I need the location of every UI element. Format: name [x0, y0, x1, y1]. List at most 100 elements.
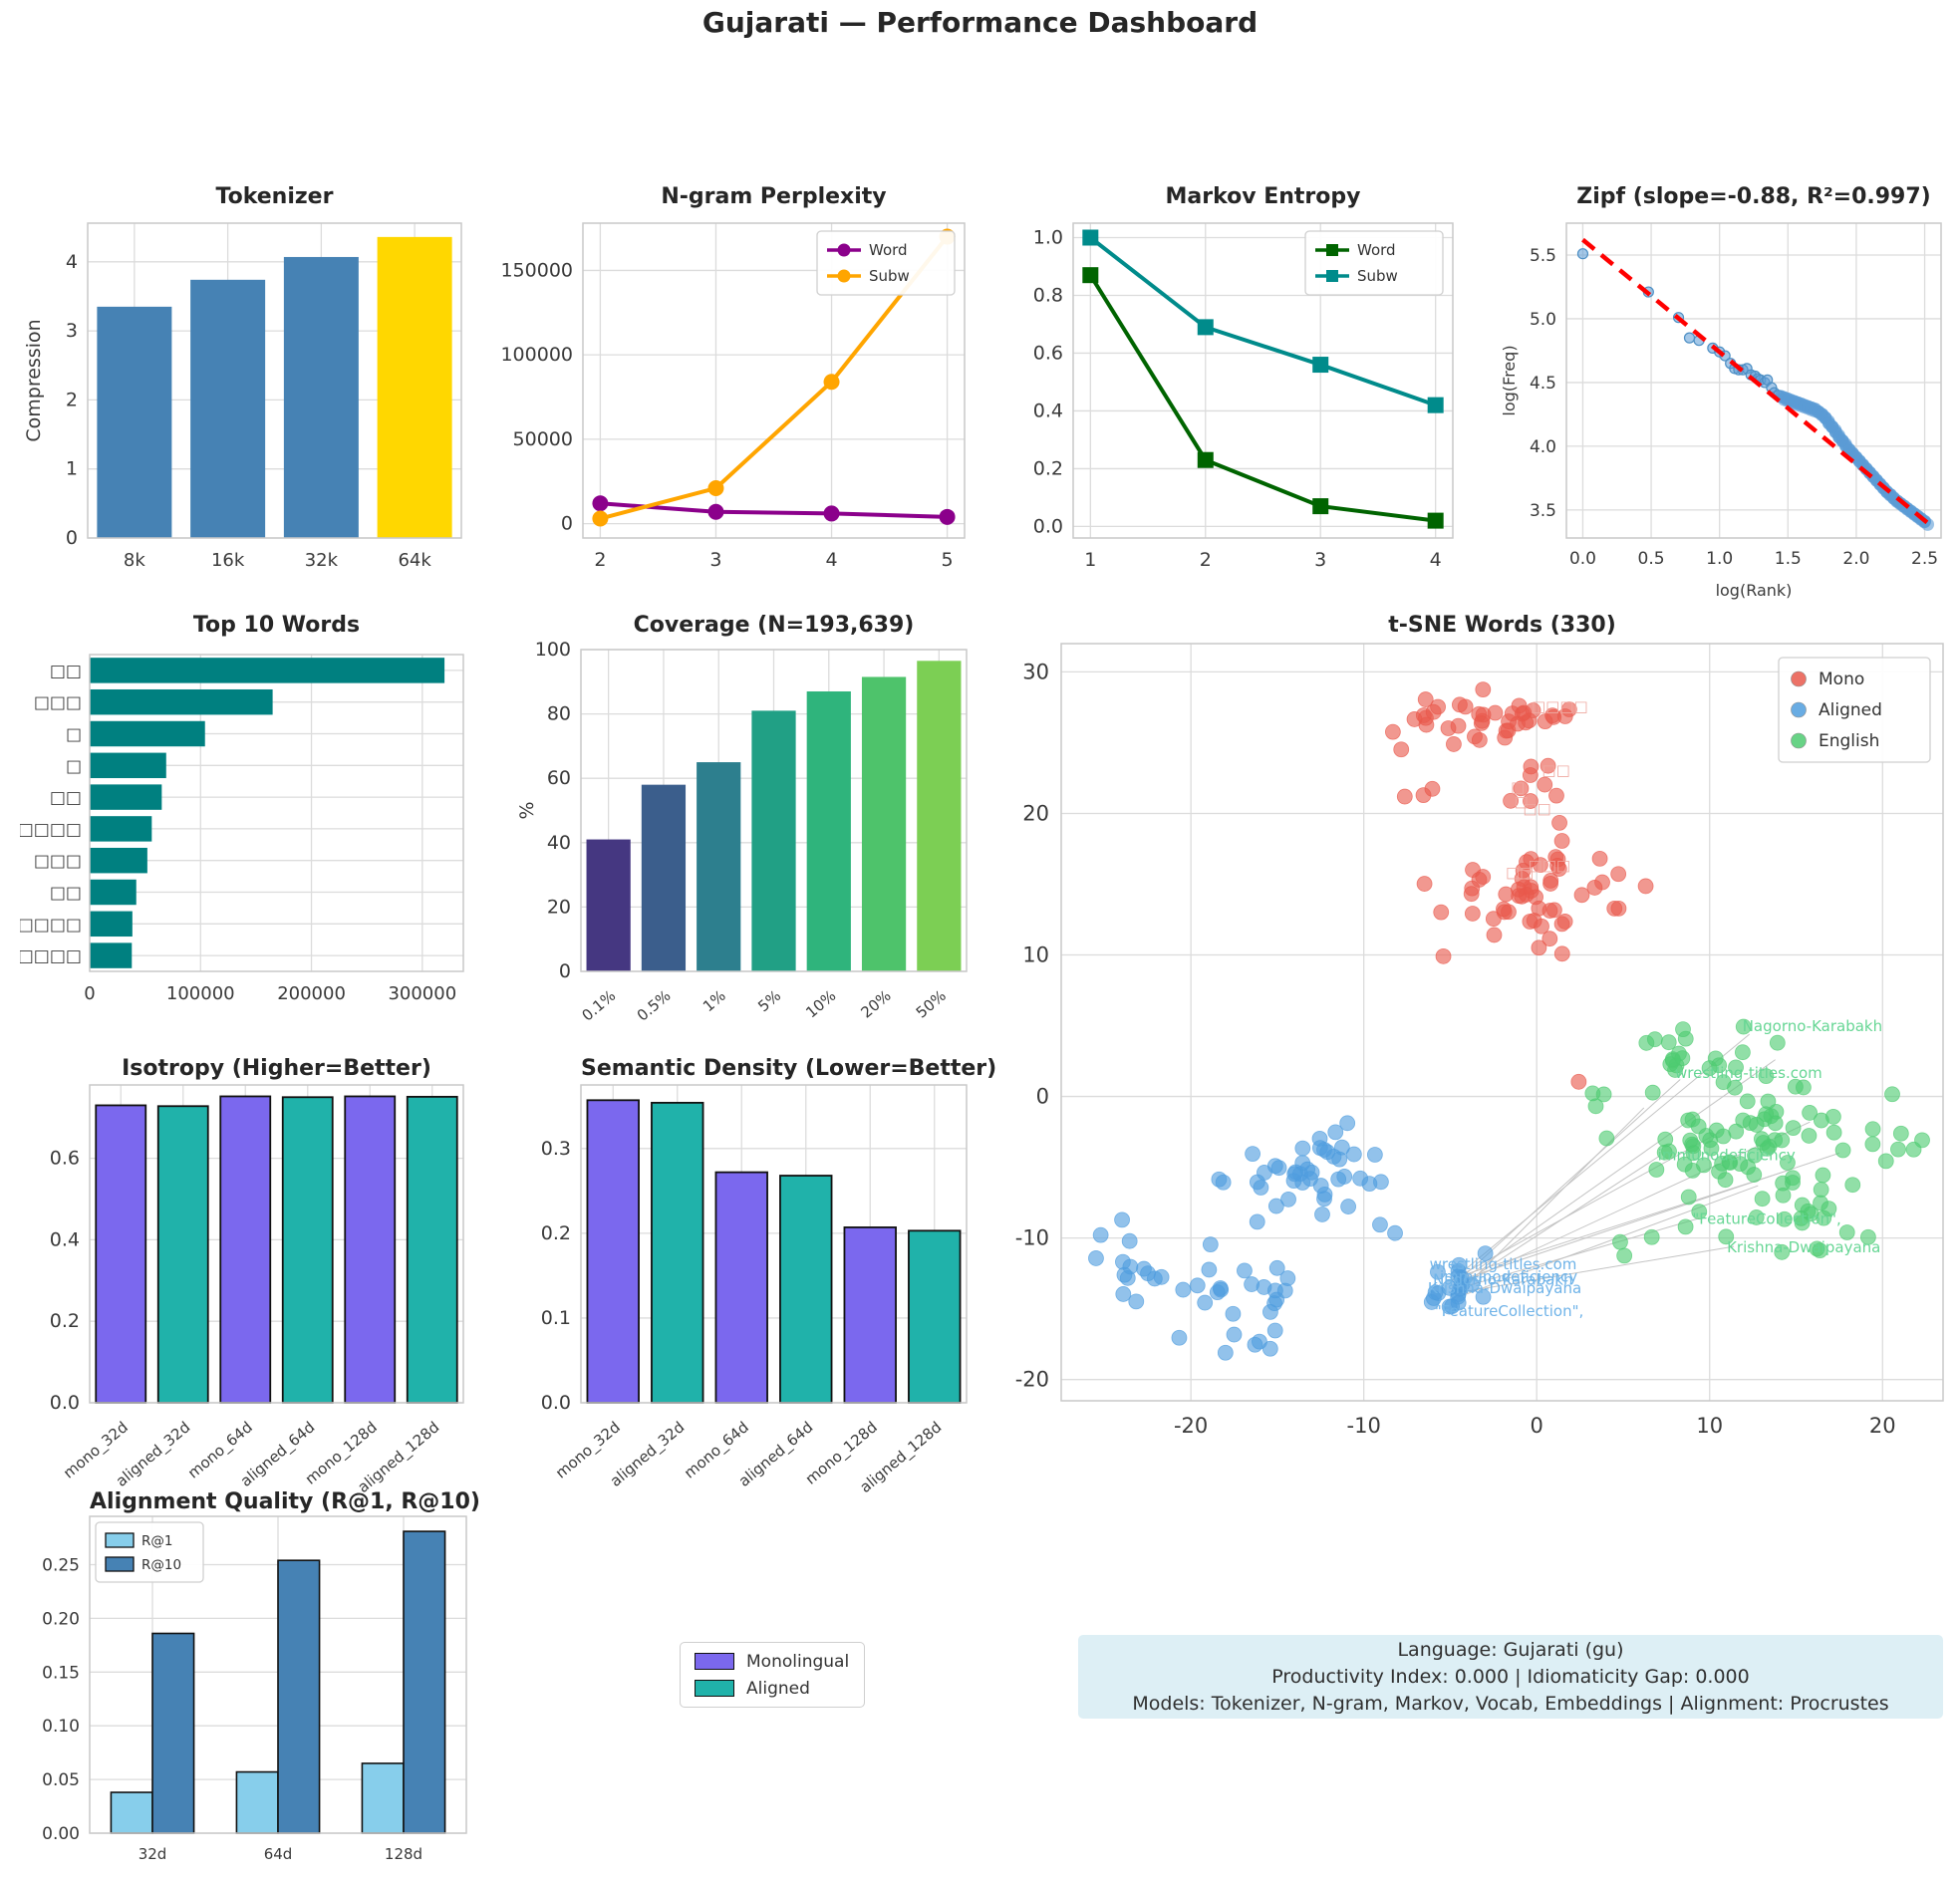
svg-text:1: 1: [1084, 549, 1096, 571]
svg-text:20: 20: [547, 896, 571, 918]
tsne-plot: □□□□□□□□□□□□□□□wrestling-titles.comimmun…: [1015, 643, 1944, 1438]
svg-text:40: 40: [547, 832, 571, 854]
aligned-swatch: [695, 1680, 734, 1697]
svg-text:□□□□: □□□□: [1532, 697, 1588, 715]
svg-text:2: 2: [66, 389, 78, 410]
chart-top-words-title: Top 10 Words: [192, 613, 361, 638]
svg-text:8k: 8k: [124, 550, 145, 571]
chart-coverage: Coverage (N=193,639) 0 20 40 60 80 100 0.1% 0.5…: [488, 613, 977, 1066]
svg-text:□□□: □□□: [34, 693, 82, 713]
svg-text:0: 0: [561, 513, 573, 535]
svg-text:0.3: 0.3: [541, 1138, 571, 1160]
svg-text:1.0: 1.0: [1706, 549, 1733, 569]
svg-text:wrestling-titles.com: wrestling-titles.com: [1675, 1064, 1822, 1082]
svg-text:□□□□□: □□□□□: [20, 820, 82, 840]
svg-text:Compression: Compression: [23, 319, 45, 441]
svg-text:0.5%: 0.5%: [634, 986, 675, 1024]
chart-alignment-quality-title: Alignment Quality (R@1, R@10): [90, 1489, 480, 1514]
page-title: Gujarati — Performance Dashboard: [701, 6, 1259, 39]
svg-text:64d: 64d: [264, 1845, 293, 1863]
svg-text:□□□□: □□□□: [20, 946, 82, 966]
svg-text:10: 10: [1696, 1414, 1723, 1438]
svg-text:□□: □□: [50, 788, 82, 808]
svg-text:1: 1: [66, 458, 78, 480]
svg-text:Krishna-Dwaipayana: Krishna-Dwaipayana: [1727, 1238, 1880, 1256]
svg-text:R@1: R@1: [141, 1533, 172, 1549]
svg-text:0.2: 0.2: [541, 1222, 571, 1244]
svg-text:0.6: 0.6: [1033, 342, 1063, 364]
coverage-plot: 0 20 40 60 80 100 0.1% 0.5% 1% 5% 10% 20% 50%%: [516, 639, 968, 1025]
svg-text:"FeatureCollection",: "FeatureCollection",: [1692, 1209, 1840, 1227]
svg-text:□□: □□: [1523, 799, 1550, 817]
chart-isotropy-title: Isotropy (Higher=Better): [122, 1056, 431, 1081]
svg-text:□: □: [1515, 792, 1529, 810]
svg-text:0.8: 0.8: [1033, 284, 1063, 306]
svg-text:4: 4: [825, 549, 837, 571]
legend-item-monolingual: Monolingual: [695, 1652, 864, 1672]
svg-text:%: %: [516, 801, 538, 819]
ngram-plot: 2 3 4 5 0 50000 100000 150000 Word Subw: [500, 222, 966, 571]
svg-text:English: English: [1819, 731, 1879, 751]
legend-item-aligned: Aligned: [695, 1679, 864, 1699]
svg-text:0.4: 0.4: [50, 1228, 80, 1250]
tokenizer-plot: 0 1 2 3 4 8k 16k 32k 64k Compression: [23, 222, 462, 571]
svg-text:□: □: [66, 725, 82, 745]
svg-text:□□: □□: [50, 884, 82, 904]
chart-markov-entropy: Markov Entropy 1 2 3 4 0.0 0.2 0.4 0.6 0.8 1.0 Wor…: [986, 184, 1470, 613]
svg-text:0: 0: [1531, 1414, 1543, 1438]
svg-text:0.0: 0.0: [50, 1392, 80, 1414]
svg-text:Word: Word: [869, 241, 908, 259]
svg-text:60: 60: [547, 767, 571, 789]
svg-text:-20: -20: [1174, 1414, 1208, 1438]
svg-text:Aligned: Aligned: [1819, 700, 1882, 720]
svg-text:128d: 128d: [385, 1845, 422, 1863]
svg-text:0.1: 0.1: [541, 1307, 571, 1329]
svg-text:0.2: 0.2: [50, 1310, 80, 1332]
svg-text:10: 10: [1022, 943, 1049, 967]
monolingual-swatch: [695, 1653, 734, 1670]
monolingual-label: Monolingual: [746, 1651, 850, 1672]
svg-text:50000: 50000: [513, 428, 573, 450]
top-words-plot: 0 100000 200000 300000□□□□□□□□□ □□□□□□□□□ □□□…: [20, 654, 464, 1004]
info-line-language: Language: Gujarati (gu): [1397, 1638, 1624, 1661]
svg-text:Nagorno-Karabakh: Nagorno-Karabakh: [1433, 1271, 1572, 1289]
svg-text:immunodeficiency: immunodeficiency: [1658, 1147, 1796, 1165]
chart-tokenizer: Tokenizer 0 1 2 3 4 8k 16k 32k 64k Compression: [20, 184, 483, 613]
svg-text:□: □: [66, 756, 82, 776]
svg-text:0.00: 0.00: [42, 1824, 80, 1844]
svg-text:10%: 10%: [802, 986, 839, 1021]
svg-text:20: 20: [1869, 1414, 1896, 1438]
svg-text:-20: -20: [1015, 1368, 1049, 1392]
zipf-plot: 0.0 0.5 1.0 1.5 2.0 2.5 3.5 4.0 4.5 5.0 5.5 log(Ran…: [1500, 222, 1942, 600]
markov-plot: 1 2 3 4 0.0 0.2 0.4 0.6 0.8 1.0 Word Subw: [1033, 222, 1454, 571]
chart-ngram-perplexity: N-gram Perplexity 2 3 4 5 0 50000 100000 150000…: [483, 184, 981, 613]
chart-alignment-quality: Alignment Quality (R@1, R@10) 0.00 0.05 0.…: [20, 1489, 483, 1878]
svg-text:□□□: □□□: [1529, 856, 1571, 874]
chart-isotropy: Isotropy (Higher=Better) 0.0 0.2 0.4 0.6 mon…: [20, 1056, 483, 1509]
svg-text:3: 3: [1314, 549, 1326, 571]
svg-text:200000: 200000: [277, 983, 346, 1004]
chart-tokenizer-title: Tokenizer: [215, 184, 334, 209]
svg-text:300000: 300000: [388, 983, 456, 1004]
svg-text:0.0: 0.0: [1033, 515, 1063, 537]
svg-text:1%: 1%: [700, 986, 729, 1015]
svg-text:R@10: R@10: [141, 1557, 181, 1573]
svg-text:4: 4: [1430, 549, 1442, 571]
chart-tsne: t-SNE Words (330) □□□□ □□ □ □ □□ □□□ □□ wrestli…: [996, 613, 1960, 1465]
svg-text:Nagorno-Karabakh: Nagorno-Karabakh: [1743, 1017, 1882, 1035]
svg-text:2: 2: [1200, 549, 1212, 571]
chart-tsne-title: t-SNE Words (330): [1388, 613, 1616, 638]
svg-text:-10: -10: [1347, 1414, 1381, 1438]
svg-text:100000: 100000: [166, 983, 235, 1004]
svg-text:0: 0: [559, 960, 571, 982]
svg-text:0.4: 0.4: [1033, 400, 1063, 421]
svg-text:Subw: Subw: [1357, 267, 1398, 285]
svg-text:5: 5: [942, 549, 954, 571]
svg-text:□□: □□: [1506, 863, 1534, 881]
svg-text:3.5: 3.5: [1530, 501, 1556, 521]
svg-text:0.0: 0.0: [1569, 549, 1596, 569]
svg-text:2.0: 2.0: [1842, 549, 1869, 569]
svg-text:0.25: 0.25: [42, 1556, 80, 1576]
chart-semantic-density: Semantic Density (Lower=Better) 0.0 0.1 0.…: [488, 1056, 996, 1509]
svg-text:log(Freq): log(Freq): [1500, 345, 1519, 415]
